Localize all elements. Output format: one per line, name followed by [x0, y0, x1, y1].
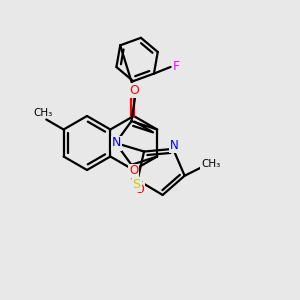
Text: O: O	[129, 164, 138, 178]
Text: O: O	[134, 183, 144, 196]
Text: CH₃: CH₃	[34, 107, 53, 118]
Text: CH₃: CH₃	[201, 159, 220, 169]
Text: F: F	[173, 60, 180, 74]
Text: N: N	[112, 136, 121, 149]
Text: N: N	[170, 140, 178, 152]
Text: S: S	[133, 178, 141, 190]
Text: O: O	[129, 83, 139, 97]
